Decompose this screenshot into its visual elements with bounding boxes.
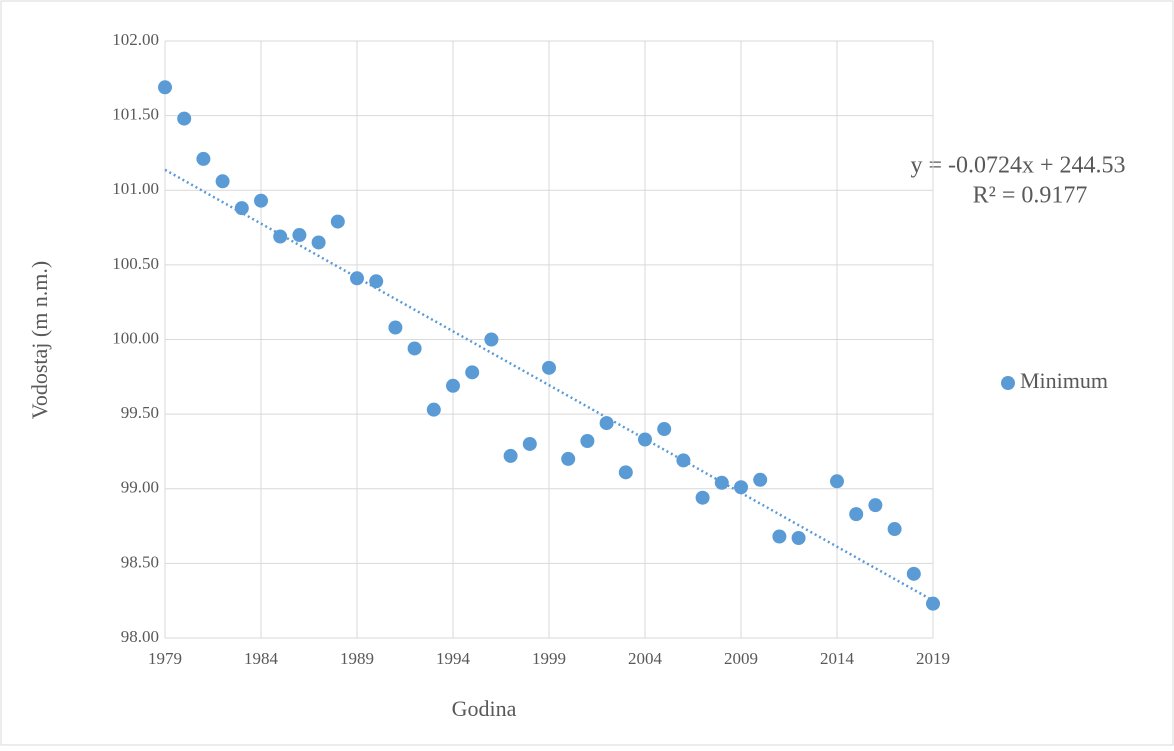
point bbox=[657, 422, 672, 437]
x-tick-label: 1989 bbox=[340, 649, 374, 668]
point bbox=[273, 229, 288, 244]
point bbox=[599, 416, 614, 431]
y-tick-label: 99.00 bbox=[121, 478, 159, 497]
x-tick-label: 2019 bbox=[916, 649, 950, 668]
point bbox=[830, 474, 844, 489]
point bbox=[254, 193, 268, 208]
point bbox=[734, 480, 748, 495]
point bbox=[426, 402, 441, 417]
point bbox=[926, 596, 940, 611]
point bbox=[503, 448, 518, 463]
point bbox=[772, 529, 787, 544]
legend-label: Minimum bbox=[1020, 368, 1108, 393]
point bbox=[369, 274, 384, 289]
y-tick-label: 101.00 bbox=[112, 179, 159, 198]
point bbox=[158, 80, 172, 95]
point bbox=[561, 451, 576, 466]
point bbox=[484, 332, 499, 347]
point bbox=[177, 111, 192, 126]
point bbox=[388, 320, 403, 335]
point bbox=[753, 472, 768, 487]
x-tick-label: 1984 bbox=[244, 649, 279, 668]
x-tick-label: 1979 bbox=[148, 649, 182, 668]
point bbox=[196, 151, 211, 166]
x-tick-label: 2014 bbox=[820, 649, 855, 668]
point bbox=[542, 360, 556, 375]
point bbox=[868, 498, 883, 513]
point bbox=[465, 365, 480, 380]
y-tick-label: 99.50 bbox=[121, 403, 159, 422]
point bbox=[887, 522, 902, 537]
y-tick-label: 98.00 bbox=[121, 627, 159, 646]
point bbox=[714, 475, 729, 490]
point bbox=[638, 432, 652, 447]
x-tick-label: 2009 bbox=[724, 649, 758, 668]
point bbox=[330, 214, 345, 229]
trend-line bbox=[164, 168, 934, 602]
point bbox=[350, 271, 364, 286]
trend-r2: R² = 0.9177 bbox=[973, 183, 1088, 209]
y-tick-label: 101.50 bbox=[112, 105, 159, 124]
point bbox=[446, 378, 460, 393]
point bbox=[580, 433, 595, 448]
x-tick-label: 2004 bbox=[628, 649, 663, 668]
y-tick-label: 102.00 bbox=[112, 30, 159, 49]
point bbox=[695, 490, 710, 505]
x-tick-label: 1999 bbox=[532, 649, 566, 668]
point bbox=[215, 174, 230, 189]
y-tick-label: 100.50 bbox=[112, 254, 159, 273]
point bbox=[407, 341, 422, 356]
point bbox=[234, 201, 249, 216]
trend-equation: y = -0.0724x + 244.53 bbox=[910, 153, 1125, 179]
point bbox=[618, 465, 633, 480]
y-tick-label: 100.00 bbox=[112, 328, 159, 347]
point bbox=[522, 436, 537, 451]
point bbox=[849, 507, 864, 522]
x-tick-label: 1994 bbox=[436, 649, 471, 668]
y-axis-title: Vodostaj (m n.m.) bbox=[27, 261, 52, 419]
point bbox=[676, 453, 691, 468]
x-axis-title: Godina bbox=[452, 696, 517, 721]
legend-marker bbox=[1001, 376, 1015, 390]
point bbox=[791, 531, 806, 546]
point bbox=[906, 566, 921, 581]
point bbox=[292, 228, 307, 243]
point bbox=[311, 235, 326, 250]
y-tick-label: 98.50 bbox=[121, 552, 159, 571]
